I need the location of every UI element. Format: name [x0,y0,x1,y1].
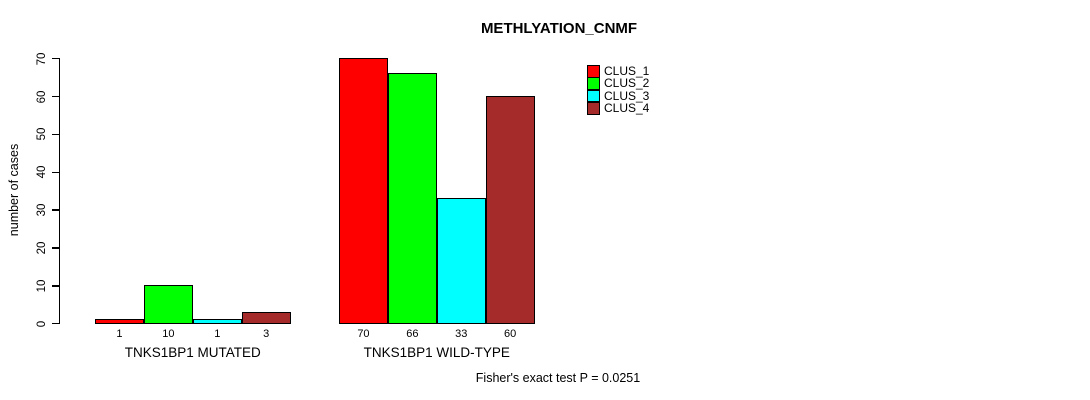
chart-title: METHLYATION_CNMF [480,20,638,37]
y-axis-tick [52,95,59,98]
bar-value-label: 33 [455,328,468,340]
legend-label-clus_4: CLUS_4 [604,101,650,116]
legend-swatch-clus_2 [587,77,600,90]
y-axis-tick [52,285,59,287]
bar-clus_4-mutated [241,311,291,325]
bar-clus_1-wild-type [339,58,388,325]
legend-swatch-clus_1 [587,65,600,78]
bar-value-label: 70 [357,328,370,340]
bar-value-label: 1 [214,328,221,340]
bar-clus_2-mutated [143,285,193,325]
y-axis-tick [52,209,59,211]
y-axis-tick [52,133,59,136]
y-axis-tick [52,323,59,325]
bar-value-label: 1 [116,328,123,340]
legend-swatch-clus_3 [587,89,600,103]
x-axis-group-label: TNKS1BP1 MUTATED [124,345,261,360]
legend-label-clus_1: CLUS_1 [604,64,650,78]
fisher-test-annotation: Fisher's exact test P = 0.0251 [475,371,641,385]
y-axis-tick-label: 40 [36,165,48,179]
y-axis-tick-label: 10 [36,279,48,293]
bar-clus_1-mutated [95,319,144,325]
bar-value-label: 66 [406,328,419,340]
bar-value-label: 3 [263,328,270,340]
y-axis-line [59,58,61,325]
y-axis-title: number of cases [7,143,21,237]
bar-clus_3-mutated [192,319,242,325]
bar-value-label: 10 [162,328,175,340]
y-axis-tick-label: 20 [36,241,48,255]
y-axis-tick [52,58,59,60]
y-axis-tick-label: 60 [36,90,48,103]
y-axis-tick-label: 0 [36,320,48,327]
y-axis-tick-label: 30 [36,203,48,217]
legend-label-clus_3: CLUS_3 [604,88,650,103]
bar-clus_3-wild-type [436,198,486,325]
bar-clus_4-wild-type [485,95,535,325]
x-axis-group-label: TNKS1BP1 WILD-TYPE [363,345,510,360]
y-axis-tick-label: 70 [36,52,48,66]
y-axis-tick [52,247,59,249]
legend-label-clus_2: CLUS_2 [604,76,650,91]
legend-swatch-clus_4 [587,102,600,115]
y-axis-tick [52,171,59,173]
bar-clus_2-wild-type [387,73,437,325]
bar-value-label: 60 [504,328,517,340]
y-axis-tick-label: 50 [36,128,48,141]
